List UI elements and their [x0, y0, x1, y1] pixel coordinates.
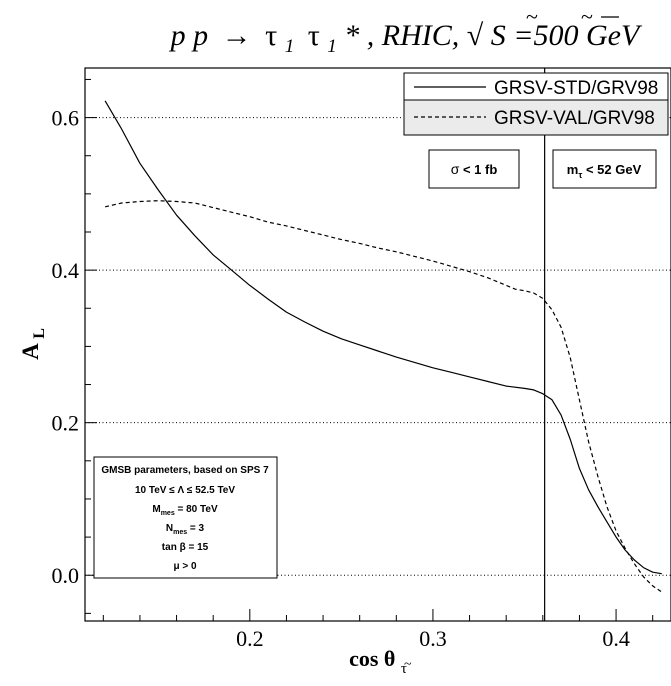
legend-box-2	[403, 99, 669, 136]
gmsb-box	[93, 456, 278, 579]
gmsb-line-1: GMSB parameters, based on SPS 7	[101, 465, 269, 476]
title-lhs: p p	[169, 19, 209, 52]
title-stau-2: τ	[308, 19, 320, 52]
y-tick-label-2: 0.4	[52, 258, 80, 283]
legend: GRSV-STD/GRV98 GRSV-VAL/GRV98	[403, 72, 669, 136]
sigma-box	[428, 149, 520, 189]
mass-annotation: mτ < 52 GeV	[552, 149, 657, 189]
x-tick-label-1: 0.3	[419, 626, 447, 651]
x-tick-label-2: 0.4	[602, 626, 630, 651]
sigma-symbol: σ	[451, 161, 460, 177]
title-stau-1: τ	[265, 19, 277, 52]
title-s: S	[491, 19, 506, 52]
title-energy: =500 GeV	[513, 19, 643, 52]
y-tick-label-3: 0.6	[52, 106, 80, 131]
y-axis-label: A L	[18, 328, 48, 360]
title-sub-2: 1	[327, 36, 337, 57]
title-star: *	[344, 19, 359, 52]
sigma-annotation: σ < 1 fb	[428, 149, 520, 189]
y-axis-label-main: A	[18, 343, 43, 360]
gmsb-n-sub: mes	[173, 529, 187, 536]
series-layer	[104, 100, 663, 593]
gmsb-line-5: tan β = 15	[162, 542, 209, 553]
x-axis-label-sub: τ	[401, 661, 407, 677]
sigma-value: < 1 fb	[459, 162, 497, 177]
series-line-grsv-val	[104, 200, 663, 593]
x-tick-label-0: 0.2	[236, 626, 264, 651]
legend-label-std: GRSV-STD/GRV98	[494, 78, 658, 99]
gmsb-n-value: = 3	[187, 523, 204, 534]
x-axis-label-tilde: ~	[404, 657, 412, 672]
title-rest: , RHIC,	[367, 19, 467, 52]
gmsb-m-value: = 80 TeV	[175, 504, 218, 515]
title-tilde-2: ~	[581, 4, 593, 29]
legend-label-val: GRSV-VAL/GRV98	[494, 108, 655, 129]
gmsb-line-3: Mmes = 80 TeV	[152, 504, 218, 517]
sigma-text: σ < 1 fb	[451, 161, 498, 177]
ticks-layer: 0.0 0.2 0.4 0.6 0.2 0.3 0.4	[52, 78, 654, 651]
gmsb-parameters-box: GMSB parameters, based on SPS 7 10 TeV ≤…	[93, 456, 278, 579]
chart-title: p p → τ 1 τ 1 * , RHIC, √ S =500 GeV	[169, 19, 643, 59]
gmsb-m-base: M	[152, 504, 160, 515]
mass-box	[552, 149, 657, 189]
x-axis-label: cos θ τ	[349, 646, 407, 677]
mass-sub: τ	[578, 170, 582, 180]
title-tilde-1: ~	[526, 4, 538, 29]
title-sqrt: √	[467, 19, 484, 52]
gmsb-n-base: N	[166, 523, 173, 534]
gmsb-line-4: Nmes = 3	[166, 523, 205, 536]
x-axis-label-main: cos θ	[349, 646, 395, 671]
plot-frame	[84, 67, 671, 622]
title-arrow: →	[222, 19, 252, 52]
y-tick-label-1: 0.2	[52, 411, 80, 436]
gmsb-line-6: μ > 0	[173, 561, 197, 572]
mass-m: m	[567, 162, 579, 177]
gmsb-line-2: 10 TeV ≤ Λ ≤ 52.5 TeV	[135, 485, 235, 496]
mass-value: < 52 GeV	[582, 162, 641, 177]
y-tick-label-0: 0.0	[52, 563, 80, 588]
mass-text: mτ < 52 GeV	[567, 162, 642, 180]
y-axis-label-sub: L	[31, 328, 48, 339]
gmsb-m-sub: mes	[161, 510, 175, 517]
title-sub-1: 1	[285, 36, 295, 57]
series-line-grsv-std	[104, 100, 662, 575]
